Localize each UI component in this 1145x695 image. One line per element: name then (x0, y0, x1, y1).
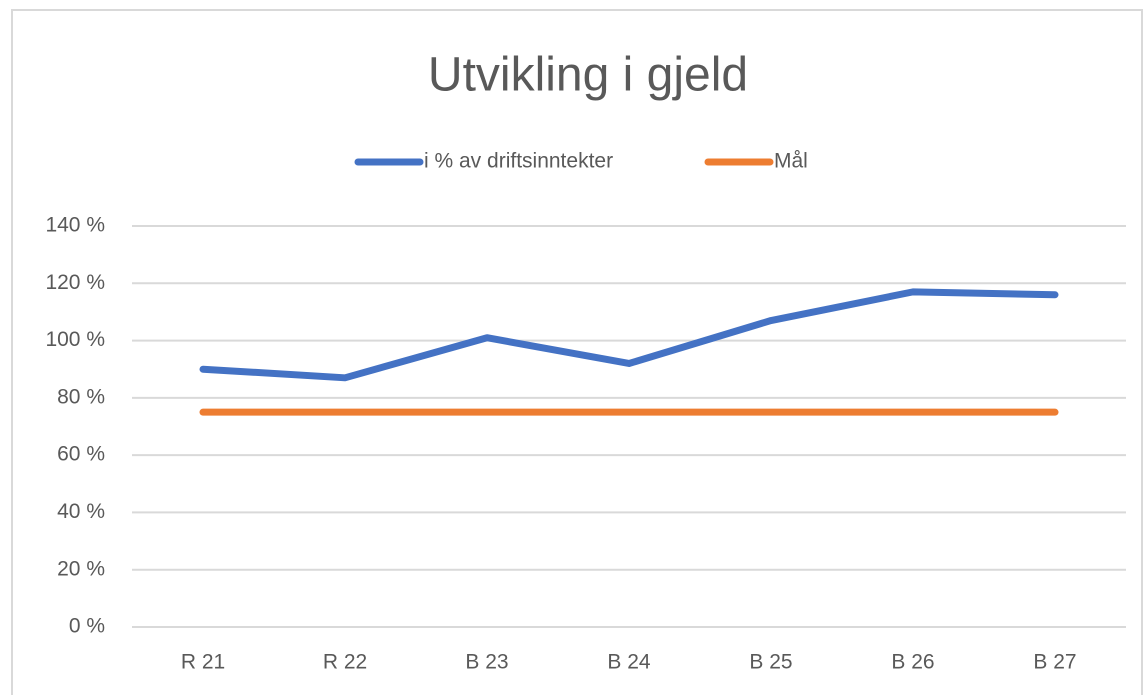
x-tick-label: B 25 (749, 651, 792, 674)
chart-title: Utvikling i gjeld (428, 49, 748, 102)
x-tick-label: R 21 (181, 651, 225, 674)
y-tick-label: 140 % (45, 214, 105, 237)
legend-label: i % av driftsinntekter (424, 150, 613, 173)
legend-label: Mål (774, 150, 808, 173)
y-tick-label: 120 % (45, 271, 105, 294)
y-tick-label: 40 % (57, 500, 105, 523)
x-tick-label: B 23 (465, 651, 508, 674)
x-tick-label: R 22 (323, 651, 367, 674)
x-tick-label: B 26 (891, 651, 934, 674)
y-tick-label: 0 % (69, 615, 105, 638)
x-tick-label: B 24 (607, 651, 651, 674)
y-tick-label: 100 % (45, 328, 105, 351)
y-tick-label: 20 % (57, 557, 105, 580)
y-tick-label: 80 % (57, 385, 105, 408)
y-tick-label: 60 % (57, 443, 105, 466)
x-tick-label: B 27 (1033, 651, 1076, 674)
series-line (199, 288, 1059, 382)
